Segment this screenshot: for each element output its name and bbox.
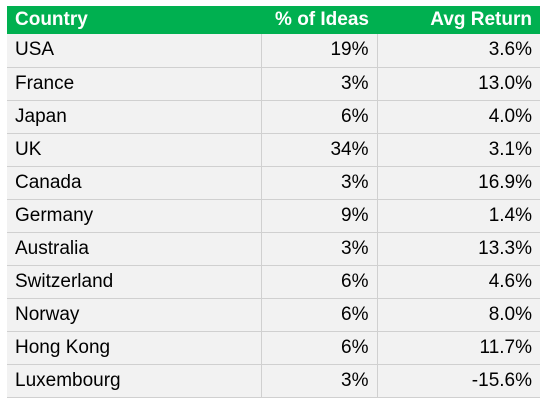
cell-return: 4.0% [377,100,540,134]
cell-return: 16.9% [377,166,540,200]
table-row: Switzerland 6% 4.6% [7,265,540,299]
cell-country: Japan [7,100,262,134]
cell-country: USA [7,34,262,68]
header-percent-of-ideas: % of Ideas [275,9,369,30]
cell-ideas: 9% [261,199,378,233]
table-row: Germany 9% 1.4% [7,199,540,233]
cell-ideas: 3% [261,364,378,398]
cell-ideas: 19% [261,34,378,68]
cell-ideas: 6% [261,265,378,299]
table-header-row: Country % of Ideas Avg Return [7,6,540,34]
table-row: Japan 6% 4.0% [7,100,540,134]
cell-return: 3.1% [377,133,540,167]
cell-country: Germany [7,199,262,233]
cell-return: 11.7% [377,331,540,365]
cell-return: 3.6% [377,34,540,68]
table-row: France 3% 13.0% [7,67,540,101]
table-row: Norway 6% 8.0% [7,298,540,332]
cell-return: 13.0% [377,67,540,101]
cell-return: 4.6% [377,265,540,299]
country-returns-table: Country % of Ideas Avg Return USA 19% 3.… [7,6,540,398]
cell-return: 1.4% [377,199,540,233]
cell-country: UK [7,133,262,167]
country-table-container: Country % of Ideas Avg Return USA 19% 3.… [7,6,540,398]
cell-ideas: 6% [261,298,378,332]
cell-ideas: 34% [261,133,378,167]
cell-country: Luxembourg [7,364,262,398]
header-country: Country [15,9,88,30]
table-row: Hong Kong 6% 11.7% [7,331,540,365]
cell-ideas: 3% [261,232,378,266]
cell-country: Switzerland [7,265,262,299]
table-row: UK 34% 3.1% [7,133,540,167]
table-row: Luxembourg 3% -15.6% [7,364,540,398]
cell-country: Canada [7,166,262,200]
cell-country: Norway [7,298,262,332]
cell-ideas: 6% [261,100,378,134]
cell-country: Hong Kong [7,331,262,365]
cell-return: 8.0% [377,298,540,332]
table-row: Australia 3% 13.3% [7,232,540,266]
cell-country: France [7,67,262,101]
cell-ideas: 3% [261,67,378,101]
header-avg-return: Avg Return [430,9,532,30]
table-row: Canada 3% 16.9% [7,166,540,200]
cell-ideas: 3% [261,166,378,200]
cell-return: -15.6% [377,364,540,398]
cell-ideas: 6% [261,331,378,365]
cell-country: Australia [7,232,262,266]
cell-return: 13.3% [377,232,540,266]
table-row: USA 19% 3.6% [7,34,540,68]
